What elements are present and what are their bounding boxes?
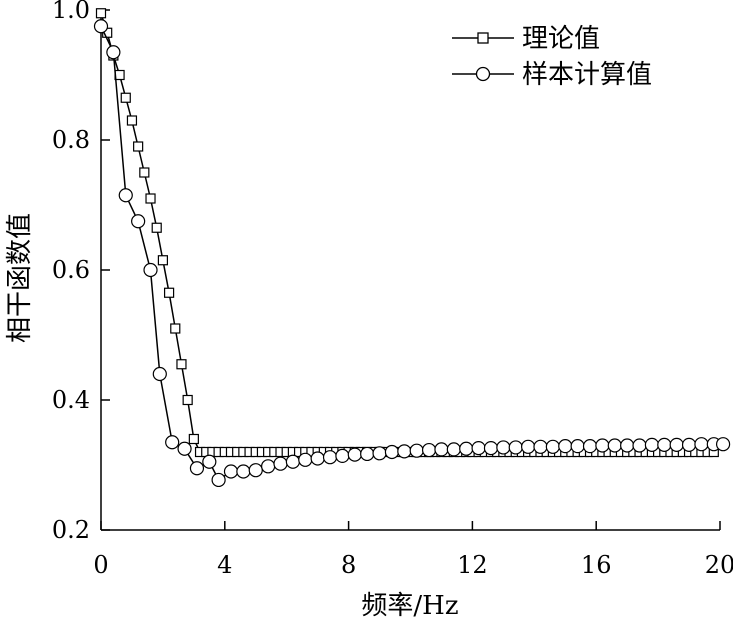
data-point-circle (223, 464, 239, 479)
data-point-circle (261, 459, 276, 474)
data-point-circle (459, 441, 474, 456)
data-point-circle (669, 437, 684, 452)
data-point-circle (421, 442, 437, 458)
legend: 理论值 样本计算值 (452, 24, 652, 90)
data-point-square (188, 433, 199, 445)
data-point-circle (521, 439, 536, 454)
data-point-circle (372, 446, 387, 461)
data-point-square (151, 222, 162, 233)
data-point-circle (657, 437, 672, 452)
data-point-square (170, 323, 181, 334)
data-point-circle (483, 441, 499, 456)
data-point-circle (310, 451, 325, 466)
data-point-circle (93, 19, 109, 34)
series-layer (93, 8, 731, 488)
data-point-circle (298, 452, 313, 467)
data-point-square (145, 193, 156, 204)
data-point-circle (397, 444, 412, 459)
x-tick-label: 12 (457, 551, 488, 579)
y-tick-label: 0.2 (52, 516, 90, 544)
y-axis-title: 相干函数值 (5, 213, 35, 343)
legend-marker-circle (475, 66, 491, 82)
data-point-circle (632, 438, 647, 453)
x-tick-label: 0 (93, 551, 108, 579)
x-tick-label: 4 (217, 551, 232, 579)
data-point-circle (570, 439, 585, 454)
data-point-square (120, 92, 131, 103)
data-point-circle (607, 438, 622, 453)
data-point-circle (106, 45, 121, 60)
legend-label-theory: 理论值 (522, 24, 600, 54)
data-point-circle (202, 454, 217, 469)
legend-label-sample: 样本计算值 (522, 60, 652, 90)
y-tick-label: 0.8 (52, 126, 90, 154)
data-point-circle (471, 441, 486, 456)
data-point-circle (322, 450, 338, 465)
y-tick-label: 0.6 (52, 256, 90, 284)
data-point-square (157, 255, 168, 266)
data-point-square (133, 141, 144, 152)
data-point-square (163, 287, 175, 298)
data-point-circle (360, 446, 375, 462)
data-point-circle (118, 188, 133, 203)
data-point-circle (165, 435, 180, 450)
data-point-circle (335, 448, 350, 463)
data-point-square (114, 69, 125, 81)
data-point-circle (533, 439, 548, 454)
data-point-circle (620, 438, 635, 453)
series-sample (93, 19, 731, 488)
data-point-circle (347, 447, 362, 462)
data-point-circle (211, 472, 226, 488)
data-point-circle (496, 440, 511, 455)
data-point-circle (273, 456, 288, 471)
data-point-circle (248, 463, 263, 478)
data-point-circle (582, 439, 598, 454)
data-point-square (126, 115, 138, 126)
legend-item-theory: 理论值 (452, 24, 600, 54)
x-tick-label: 20 (705, 551, 733, 579)
data-point-circle (384, 444, 400, 460)
data-point-circle (152, 366, 167, 382)
data-point-circle (545, 439, 560, 454)
data-point-circle (595, 438, 610, 453)
legend-marker-square (477, 32, 489, 44)
y-tick-label: 0.4 (52, 386, 90, 414)
data-point-circle (434, 442, 449, 457)
data-point-circle (558, 439, 573, 454)
data-point-circle (446, 442, 461, 457)
data-point-circle (177, 441, 192, 456)
data-point-circle (409, 443, 424, 458)
data-point-circle (131, 214, 146, 229)
legend-item-sample: 样本计算值 (452, 60, 652, 90)
data-point-circle (715, 437, 731, 452)
series-line (100, 25, 724, 481)
x-axis-title: 频率/Hz (361, 591, 458, 621)
data-point-circle (189, 461, 205, 476)
x-ticks: 0 4 8 12 16 20 (93, 521, 733, 579)
data-point-circle (285, 454, 300, 469)
data-point-circle (143, 262, 158, 278)
data-point-circle (681, 437, 697, 452)
data-point-circle (236, 464, 251, 479)
data-point-square (139, 167, 150, 178)
data-point-square (95, 8, 107, 19)
data-point-square (182, 394, 193, 406)
axes: 0 4 8 12 16 20 0.2 0.4 0.6 0.8 1.0 (52, 0, 733, 579)
y-tick-label: 1.0 (52, 0, 90, 24)
data-point-square (176, 359, 187, 370)
y-ticks: 0.2 0.4 0.6 0.8 1.0 (52, 0, 110, 544)
data-point-circle (644, 437, 660, 452)
x-tick-label: 8 (341, 551, 356, 579)
data-point-circle (694, 437, 709, 452)
data-point-circle (508, 440, 523, 455)
x-tick-label: 16 (581, 551, 612, 579)
